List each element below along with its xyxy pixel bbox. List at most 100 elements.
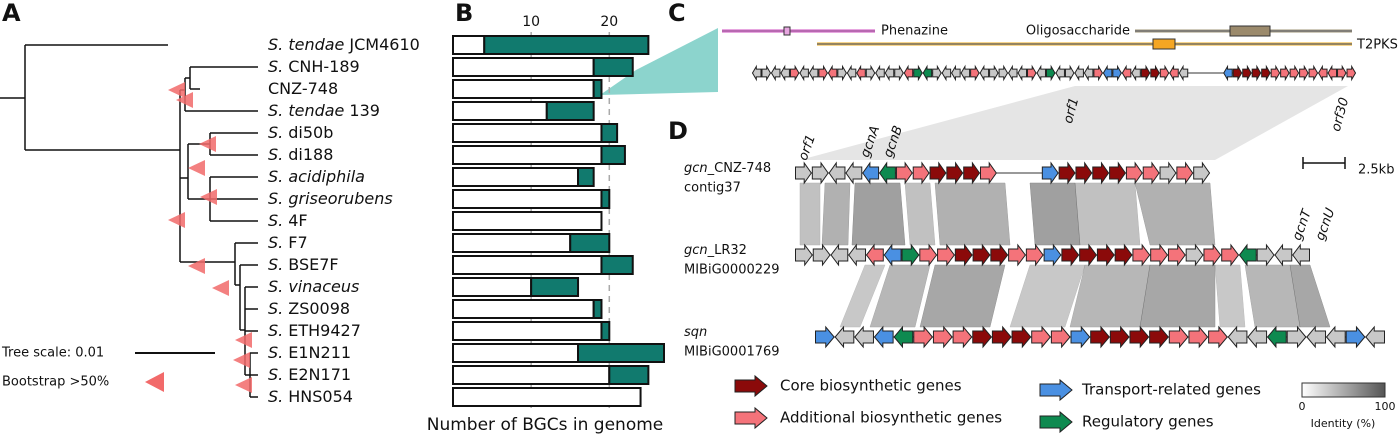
identity-colorbar: [1301, 382, 1386, 398]
bar-segment: [545, 101, 595, 121]
gene-arrow: [862, 161, 880, 185]
gene-arrow: [1251, 64, 1262, 82]
gene-arrow: [1221, 243, 1240, 267]
gene-arrow: [883, 243, 902, 267]
gene-arrow: [1346, 64, 1357, 82]
identity-band: [799, 182, 821, 246]
gene-arrow: [1274, 243, 1293, 267]
gene-arrow: [789, 64, 800, 82]
bar-segment: [452, 167, 580, 187]
gene-arrow: [1064, 64, 1075, 82]
species-label: S. tendae 139: [268, 101, 380, 120]
gene-arrow: [1286, 325, 1307, 349]
gene-arrow: [1050, 325, 1071, 349]
colorbar-tick: 100: [1375, 400, 1396, 413]
gene-arrow: [1055, 64, 1065, 82]
strain-name: BSE7F: [288, 255, 338, 274]
bar-segment: [608, 365, 650, 385]
gene-arrow: [990, 243, 1009, 267]
gene-arrow: [828, 161, 846, 185]
bar-segment: [452, 255, 603, 275]
bar-segment: [452, 387, 642, 407]
species-label: S. HNS054: [268, 387, 353, 406]
gene-arrow: [1142, 161, 1160, 185]
gene-arrow: [937, 243, 955, 267]
species-label: S. di188: [268, 145, 333, 164]
species-genus: S.: [268, 365, 283, 384]
bar-segment: [452, 189, 603, 209]
gene-arrow: [1247, 325, 1268, 349]
track-label: Oligosaccharide: [1026, 24, 1130, 39]
gene-arrow: [780, 64, 790, 82]
gene-arrow: [1176, 161, 1194, 185]
gene-arrow: [1167, 243, 1186, 267]
gene-arrow: [1045, 64, 1056, 82]
identity-band: [821, 182, 851, 246]
gene-arrow: [1150, 64, 1160, 82]
gene-arrow: [1185, 243, 1204, 267]
species-genus: S. tendae: [268, 101, 345, 120]
identity-band: [1029, 182, 1081, 246]
gene-arrow: [901, 243, 920, 267]
gene-arrow: [799, 64, 809, 82]
species-label: S. CNH-189: [268, 57, 360, 76]
identity-band: [1009, 264, 1086, 328]
gene-arrow: [1140, 64, 1151, 82]
cluster-source: MIBiG0000229: [684, 263, 780, 278]
strain-name: 4F: [288, 211, 307, 230]
gene-arrow: [1188, 325, 1209, 349]
cluster-id: _LR32: [707, 243, 747, 258]
species-genus: S. acidiphila: [268, 167, 365, 186]
gene-arrow: [1327, 64, 1338, 82]
gene-label: orf1: [1061, 96, 1082, 125]
strain-name: HNS054: [288, 387, 353, 406]
gene-arrow: [1308, 64, 1319, 82]
bar-segment: [600, 189, 611, 209]
species-genus: S.: [268, 211, 283, 230]
species-genus: S.: [268, 387, 283, 406]
strain-name: CNH-189: [288, 57, 359, 76]
cluster-id: _CNZ-748: [707, 161, 771, 176]
gene-arrow: [811, 161, 829, 185]
gene-arrow: [1096, 243, 1115, 267]
identity-band: [919, 264, 1006, 328]
gene-arrow: [1090, 325, 1110, 349]
bar-segment: [452, 145, 603, 165]
gene-arrow: [1039, 410, 1073, 434]
gene-arrow: [963, 161, 981, 185]
species-label: S. F7: [268, 233, 308, 252]
gene-arrow: [970, 64, 980, 82]
gene-arrow: [878, 161, 896, 185]
strain-name: E2N171: [288, 365, 351, 384]
bar-segment: [600, 321, 611, 341]
species-label: S. griseorubens: [268, 189, 393, 208]
gene-arrow: [827, 64, 838, 82]
bar-segment: [577, 167, 595, 187]
gene-arrow: [795, 161, 812, 185]
colorbar-label: Identity (%): [1311, 417, 1376, 430]
gene-arrow: [884, 64, 895, 82]
gene-arrow: [895, 161, 913, 185]
gene-arrow: [865, 64, 876, 82]
gene-arrow: [991, 325, 1012, 349]
species-label: S. BSE7F: [268, 255, 339, 274]
gene-arrow: [845, 161, 863, 185]
gene-label: gcnT: [1290, 207, 1315, 243]
strain-name: ZS0098: [288, 299, 350, 318]
gene-arrow: [980, 161, 997, 185]
gene-arrow: [1027, 64, 1037, 82]
bar-segment: [452, 365, 611, 385]
strain-name: di50b: [288, 123, 333, 142]
panel-label: B: [455, 0, 473, 27]
gene-arrow: [1238, 243, 1257, 267]
gene-arrow: [873, 325, 894, 349]
species-label: S. tendae JCM4610: [268, 35, 420, 54]
gene-arrow: [1203, 243, 1222, 267]
bar-segment: [483, 35, 650, 55]
gene-arrow: [808, 64, 819, 82]
gene-arrow: [954, 243, 973, 267]
gene-arrow: [1041, 161, 1059, 185]
gene-arrow: [913, 325, 934, 349]
gene-arrow: [1306, 325, 1327, 349]
species-genus: S.: [268, 123, 283, 142]
